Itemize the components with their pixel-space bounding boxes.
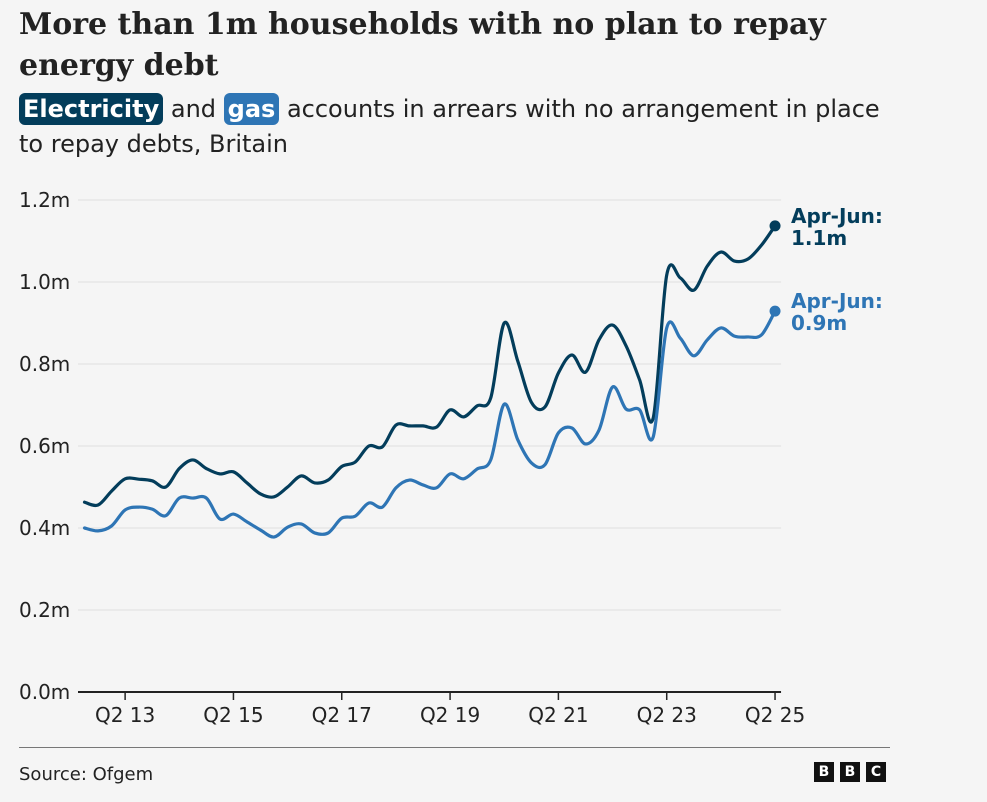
y-tick-label: 0.6m xyxy=(19,434,70,458)
footer-divider xyxy=(19,747,890,748)
bbc-logo-letter: C xyxy=(866,762,886,782)
y-tick-label: 0.0m xyxy=(19,680,70,704)
subtitle-and: and xyxy=(163,95,224,123)
series-line-electricity xyxy=(82,224,777,508)
gridlines xyxy=(78,199,782,611)
end-value-gas: 0.9m xyxy=(791,311,847,335)
end-point-electricity xyxy=(769,220,781,232)
end-value-electricity: 1.1m xyxy=(791,226,847,250)
line-chart: 0.0m0.2m0.4m0.6m0.8m1.0m1.2m Q2 13 Q2 15 Q… xyxy=(19,188,883,727)
y-tick-label: 1.2m xyxy=(19,188,70,212)
chart-title: More than 1m households with no plan to … xyxy=(19,7,826,83)
series-lines xyxy=(82,220,781,539)
x-tick-label: Q2 19 xyxy=(420,703,480,727)
legend-chip-gas: gas xyxy=(223,93,280,125)
y-tick-label: 0.4m xyxy=(19,516,70,540)
bbc-logo-letter: B xyxy=(814,762,834,782)
x-tick-label: Q2 21 xyxy=(528,703,588,727)
source-note: Source: Ofgem xyxy=(19,764,154,785)
y-axis-ticks: 0.0m 0.2m 0.4m 0.6m 0.8m 1.0m 1.2m xyxy=(19,188,70,704)
x-tick-label: Q2 23 xyxy=(637,703,697,727)
x-tick-label: Q2 13 xyxy=(95,703,155,727)
series-line-gas xyxy=(82,309,777,539)
y-tick-label: 0.8m xyxy=(19,352,70,376)
subtitle-rest: accounts in arrears with no arrangement … xyxy=(19,95,880,158)
x-tick-label: Q2 25 xyxy=(745,703,805,727)
bbc-logo-letter: B xyxy=(840,762,860,782)
bbc-logo: B B C xyxy=(814,762,886,782)
legend-chip-electricity: Electricity xyxy=(19,93,164,125)
chart-subtitle: Electricity and gas accounts in arrears … xyxy=(19,92,899,162)
x-axis: Q2 13 Q2 15 Q2 17 Q2 19 Q2 21 Q2 23 Q2 25 xyxy=(78,691,805,727)
end-label-gas: Apr-Jun: xyxy=(791,289,883,313)
y-tick-label: 0.2m xyxy=(19,598,70,622)
x-tick-label: Q2 17 xyxy=(312,703,372,727)
y-tick-label: 1.0m xyxy=(19,270,70,294)
end-label-electricity: Apr-Jun: xyxy=(791,204,883,228)
end-point-gas xyxy=(769,305,781,317)
x-tick-label: Q2 15 xyxy=(203,703,263,727)
